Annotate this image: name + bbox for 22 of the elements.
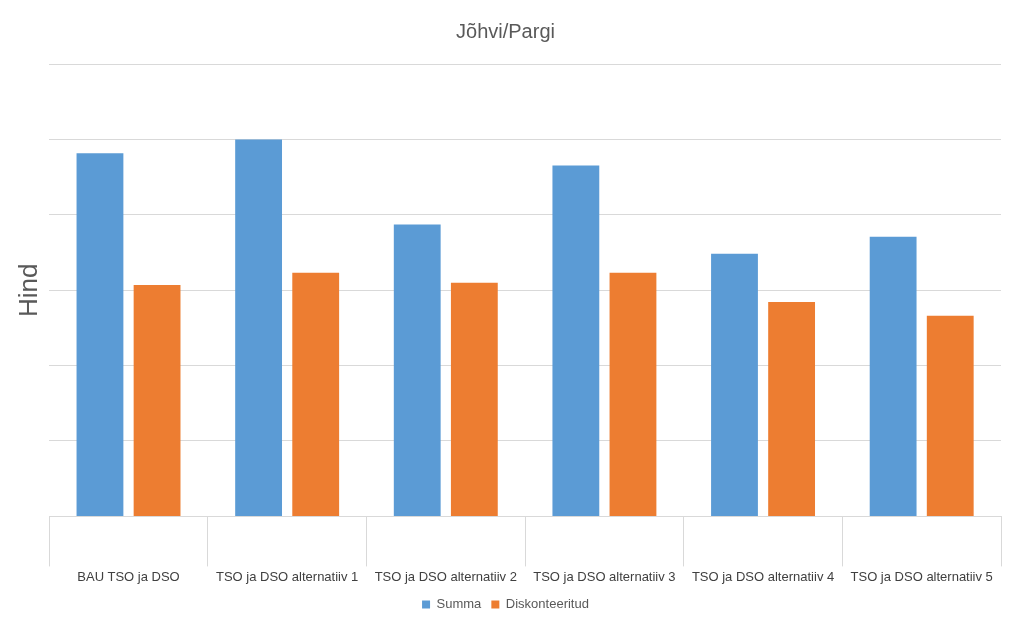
bar bbox=[711, 253, 758, 516]
legend-label: Summa bbox=[436, 596, 483, 612]
bar bbox=[393, 224, 441, 516]
x-tick-label: TSO ja DSO alternatiiv 3 bbox=[533, 568, 676, 584]
bar bbox=[768, 301, 816, 516]
bar bbox=[450, 282, 498, 516]
legend-label: Diskonteeritud bbox=[505, 596, 589, 612]
chart-title: Jõhvi/Pargi bbox=[456, 19, 555, 42]
bar bbox=[869, 236, 917, 516]
bar bbox=[235, 139, 283, 516]
x-tick-label: TSO ja DSO alternatiiv 4 bbox=[691, 568, 835, 584]
x-tick-label: TSO ja DSO alternatiiv 2 bbox=[374, 568, 517, 584]
bar bbox=[133, 284, 181, 516]
x-tick-label: TSO ja DSO alternatiiv 5 bbox=[850, 568, 993, 584]
bar bbox=[292, 272, 340, 516]
bar bbox=[926, 315, 974, 516]
bar bbox=[609, 272, 657, 516]
y-axis-title: Hind bbox=[12, 263, 43, 317]
bar bbox=[76, 153, 124, 516]
x-tick-label: TSO ja DSO alternatiiv 1 bbox=[215, 568, 359, 584]
x-tick-label: BAU TSO ja DSO bbox=[77, 568, 180, 584]
bar bbox=[552, 165, 600, 516]
